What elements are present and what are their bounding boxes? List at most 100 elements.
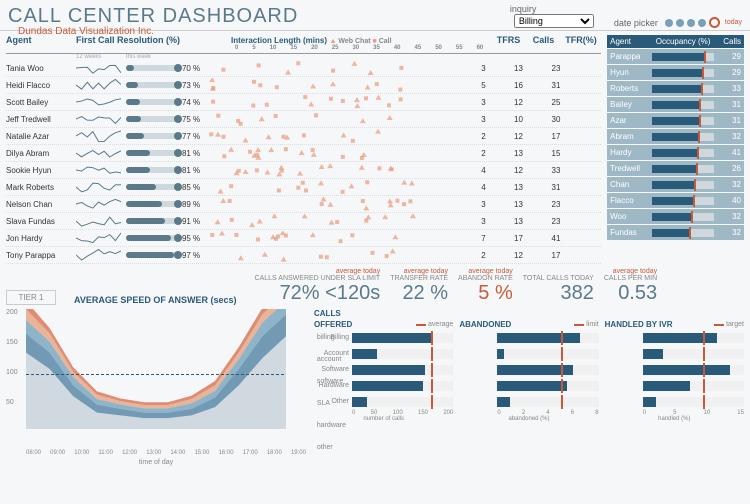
interaction-scatter — [206, 163, 466, 177]
fcr-bar: 74 % — [126, 98, 206, 107]
kpi-transfer: 22 % — [390, 282, 448, 305]
occ-calls: 32 — [716, 228, 741, 237]
kpi-cpm: 0.53 — [604, 282, 657, 305]
calls-val: 13 — [501, 149, 536, 158]
tfrs-val: 4 — [466, 166, 501, 175]
calls-val: 13 — [501, 183, 536, 192]
interaction-scatter — [206, 78, 466, 92]
occupancy-row: Azar 31 — [607, 113, 744, 128]
occupancy-row: Abram32 — [607, 129, 744, 144]
calls-val: 13 — [501, 200, 536, 209]
agent-row: Jon Hardy95 %71741 — [6, 230, 601, 247]
tfrs-val: 2 — [466, 132, 501, 141]
tfrp-val: 31 — [536, 81, 576, 90]
calls-header: CALLS — [314, 309, 744, 318]
fcr-bar: 73 % — [126, 81, 206, 90]
agent-row: Scott Bailey74 %31225 — [6, 94, 601, 111]
calls-val: 12 — [501, 98, 536, 107]
occupancy-row: Hardy41 — [607, 145, 744, 160]
tfrp-val: 23 — [536, 64, 576, 73]
tfrp-val: 30 — [536, 115, 576, 124]
occ-name: Flacco — [610, 196, 650, 205]
agent-row: Sookie Hyun81 %41233 — [6, 162, 601, 179]
occupancy-row: Hyun29 — [607, 65, 744, 80]
agent-name: Sookie Hyun — [6, 166, 76, 175]
interaction-scatter — [206, 214, 466, 228]
interaction-scatter — [206, 112, 466, 126]
date-dot[interactable] — [698, 19, 706, 27]
calls-val: 12 — [501, 251, 536, 260]
occ-calls: 31 — [716, 100, 741, 109]
page-title: CALL CENTER DASHBOARD — [8, 5, 298, 28]
occupancy-row: Parappa 29 — [607, 49, 744, 64]
sparkline — [76, 197, 126, 211]
agent-name: Mark Roberts — [6, 183, 76, 192]
occ-calls: 31 — [716, 116, 741, 125]
calls-val: 12 — [501, 132, 536, 141]
occ-name: Fundas — [610, 228, 650, 237]
col-calls: Calls — [526, 35, 561, 51]
tfrs-val: 3 — [466, 115, 501, 124]
sparkline — [76, 61, 126, 75]
asa-label: AVERAGE SPEED OF ANSWER (secs) — [74, 295, 237, 305]
calls-val: 13 — [501, 217, 536, 226]
tfrp-val: 41 — [536, 234, 576, 243]
occ-name: Parappa — [610, 52, 650, 61]
subtitle: Dundas Data Visualization Inc. — [18, 26, 154, 37]
sparkline — [76, 112, 126, 126]
agent-name: Nelson Chan — [6, 200, 76, 209]
tfrp-val: 25 — [536, 98, 576, 107]
date-dot[interactable] — [676, 19, 684, 27]
col-interaction: Interaction Length (mins) ▲ Web Chat ■ C… — [231, 35, 491, 51]
sparkline — [76, 231, 126, 245]
occupancy-row: Chan32 — [607, 177, 744, 192]
tfrs-val: 7 — [466, 234, 501, 243]
occ-name: Bailey — [610, 100, 650, 109]
occ-name: Roberts — [610, 84, 650, 93]
kpi-abandon: 5 % — [458, 282, 513, 305]
fcr-bar: 91 % — [126, 217, 206, 226]
date-picker: date picker today — [614, 17, 742, 28]
occ-calls: 26 — [716, 164, 741, 173]
sparkline — [76, 180, 126, 194]
agent-row: Slava Fundas91 %31323 — [6, 213, 601, 230]
agent-name: Natalie Azar — [6, 132, 76, 141]
inquiry-filter: inquiry Billing — [510, 4, 594, 28]
occupancy-row: Woo32 — [607, 209, 744, 224]
occ-calls: 32 — [716, 132, 741, 141]
occ-calls: 29 — [716, 52, 741, 61]
agent-name: Heidi Flacco — [6, 81, 76, 90]
date-dot-today[interactable] — [709, 17, 720, 28]
occ-name: Azar — [610, 116, 650, 125]
tfrs-val: 4 — [466, 183, 501, 192]
sparkline — [76, 163, 126, 177]
rcol-calls: Calls — [716, 37, 741, 46]
inquiry-select[interactable]: Billing — [514, 14, 594, 28]
agent-name: Scott Bailey — [6, 98, 76, 107]
tfrp-val: 33 — [536, 166, 576, 175]
col-agent: Agent — [6, 35, 76, 51]
tfrp-val: 17 — [536, 251, 576, 260]
occ-name: Tredwell — [610, 164, 650, 173]
col-tfrs: TFRS — [491, 35, 526, 51]
occ-name: Woo — [610, 212, 650, 221]
agent-row: Dilya Abram81 %21315 — [6, 145, 601, 162]
tfrs-val: 3 — [466, 200, 501, 209]
agent-row: Heidi Flacco73 %51631 — [6, 77, 601, 94]
tfrp-val: 23 — [536, 200, 576, 209]
occ-name: Hyun — [610, 68, 650, 77]
date-dot[interactable] — [665, 19, 673, 27]
tfrp-val: 17 — [536, 132, 576, 141]
tfrs-val: 3 — [466, 64, 501, 73]
agent-row: Natalie Azar77 %21217 — [6, 128, 601, 145]
sparkline — [76, 214, 126, 228]
bar-chart: HANDLED BY IVR target051015handled (%) — [605, 320, 744, 422]
agent-row: Tania Woo70 %31323 — [6, 60, 601, 77]
rcol-occ: Occupancy (%) — [650, 37, 716, 46]
fcr-bar: 70 % — [126, 64, 206, 73]
sparkline — [76, 129, 126, 143]
sparkline — [76, 95, 126, 109]
date-dot[interactable] — [687, 19, 695, 27]
area-chart: 20015010050 08:0009:0010:0011:0012:0013:… — [6, 309, 306, 464]
tfrp-val: 31 — [536, 183, 576, 192]
